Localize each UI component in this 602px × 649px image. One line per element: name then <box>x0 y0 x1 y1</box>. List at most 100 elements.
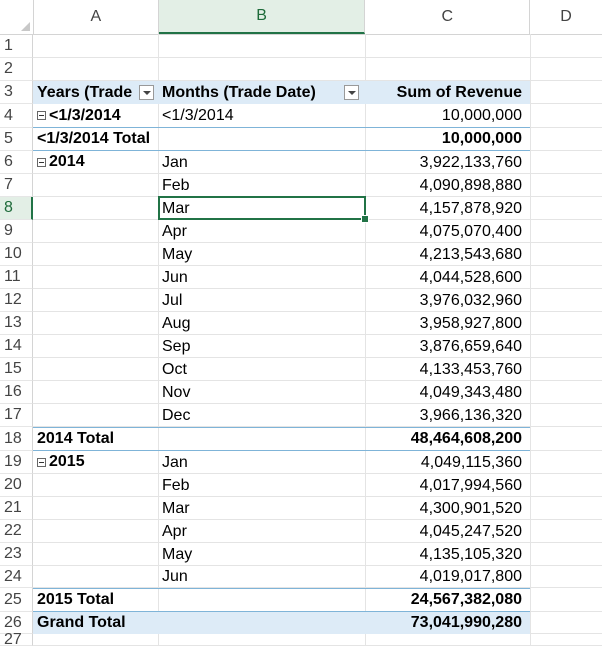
gridline <box>33 311 602 312</box>
grand-total-label[interactable]: Grand Total <box>37 614 126 631</box>
pivot-value-cell[interactable]: 3,958,927,800 <box>419 314 522 332</box>
pivot-month-cell[interactable]: Dec <box>162 406 191 424</box>
pivot-header-revenue[interactable]: Sum of Revenue <box>396 83 522 101</box>
filter-dropdown-icon <box>142 90 151 95</box>
column-header-c[interactable]: C <box>365 0 531 34</box>
pivot-value-cell[interactable]: 4,017,994,560 <box>419 476 522 494</box>
row-header-11[interactable]: 11 <box>0 266 33 289</box>
pivot-subtotal-value[interactable]: 48,464,608,200 <box>410 429 522 447</box>
pivot-subtotal-label[interactable]: 2015 Total <box>37 590 115 608</box>
collapse-minus-icon[interactable] <box>37 157 46 167</box>
pivot-month-cell[interactable]: Jun <box>162 568 188 585</box>
months-filter-button[interactable] <box>344 85 359 100</box>
pivot-month-cell[interactable]: Jun <box>162 268 188 286</box>
gridline <box>33 265 602 266</box>
pivot-value-cell[interactable]: 4,133,453,760 <box>419 360 522 378</box>
collapse-minus-icon[interactable] <box>37 457 46 467</box>
pivot-month-cell[interactable]: Jan <box>162 453 188 471</box>
pivot-month-cell[interactable]: Apr <box>162 222 187 240</box>
pivot-month-cell[interactable]: <1/3/2014 <box>162 106 234 124</box>
pivot-month-cell[interactable]: Apr <box>162 522 187 540</box>
column-header-d[interactable]: D <box>560 8 572 25</box>
pivot-value-cell[interactable]: 4,075,070,400 <box>419 222 522 240</box>
row-header-13[interactable]: 13 <box>0 312 33 335</box>
pivot-subtotal-value[interactable]: 10,000,000 <box>441 130 522 147</box>
pivot-subtotal-label[interactable]: 2014 Total <box>37 429 115 447</box>
column-header-b[interactable]: B <box>158 0 366 34</box>
pivot-value-cell[interactable]: 4,049,343,480 <box>419 383 522 401</box>
pivot-month-cell[interactable]: May <box>162 545 193 563</box>
pivot-subtotal-border <box>33 611 530 612</box>
row-header-27[interactable]: 27 <box>0 631 33 648</box>
collapse-minus-icon[interactable] <box>37 111 46 120</box>
row-header-5[interactable]: 5 <box>0 128 33 151</box>
pivot-value-cell[interactable]: 3,966,136,320 <box>419 406 522 424</box>
pivot-subtotal-value[interactable]: 24,567,382,080 <box>410 590 522 608</box>
row-header-12[interactable]: 12 <box>0 289 33 312</box>
column-header-bar: A B C D <box>0 0 602 35</box>
grand-total-value[interactable]: 73,041,990,280 <box>410 614 522 631</box>
pivot-header-months[interactable]: Months (Trade Date) <box>162 83 316 101</box>
row-header-23[interactable]: 23 <box>0 543 33 566</box>
pivot-subtotal-label[interactable]: <1/3/2014 Total <box>37 130 151 147</box>
pivot-year-cell[interactable]: 2014 <box>33 151 158 173</box>
pivot-value-cell[interactable]: 4,213,543,680 <box>419 245 522 263</box>
pivot-month-cell[interactable]: Feb <box>162 476 190 494</box>
row-header-18[interactable]: 18 <box>0 427 33 451</box>
row-header-3[interactable]: 3 <box>0 81 33 104</box>
row-header-19[interactable]: 19 <box>0 451 33 474</box>
pivot-value-cell[interactable]: 4,090,898,880 <box>419 176 522 194</box>
pivot-header-years[interactable]: Years (Trade <box>37 83 133 101</box>
row-header-2[interactable]: 2 <box>0 58 33 81</box>
pivot-value-cell[interactable]: 4,135,105,320 <box>419 545 522 563</box>
pivot-value-cell[interactable]: 3,922,133,760 <box>419 153 522 171</box>
pivot-year-cell[interactable]: 2015 <box>33 451 158 473</box>
pivot-month-cell[interactable]: Nov <box>162 383 191 401</box>
pivot-value-cell[interactable]: 4,300,901,520 <box>419 499 522 517</box>
pivot-month-cell[interactable]: Sep <box>162 337 191 355</box>
pivot-value-cell[interactable]: 4,044,528,600 <box>419 268 522 286</box>
row-header-17[interactable]: 17 <box>0 404 33 427</box>
row-header-26[interactable]: 26 <box>0 612 33 634</box>
pivot-month-cell[interactable]: Jan <box>162 153 188 171</box>
fill-handle[interactable] <box>361 215 369 223</box>
row-header-21[interactable]: 21 <box>0 497 33 520</box>
pivot-month-cell[interactable]: Mar <box>162 199 190 217</box>
gridline <box>33 426 602 427</box>
pivot-month-cell[interactable]: Aug <box>162 314 191 332</box>
years-filter-button[interactable] <box>139 85 154 100</box>
row-header-4[interactable]: 4 <box>0 104 33 128</box>
pivot-value-cell[interactable]: 4,049,115,360 <box>420 453 522 471</box>
pivot-year-cell[interactable]: <1/3/2014 <box>33 104 158 127</box>
pivot-month-cell[interactable]: Mar <box>162 499 190 517</box>
pivot-value-cell[interactable]: 4,019,017,800 <box>419 568 522 585</box>
row-header-7[interactable]: 7 <box>0 174 33 197</box>
row-header-10[interactable]: 10 <box>0 243 33 266</box>
pivot-value-cell[interactable]: 4,045,247,520 <box>419 522 522 540</box>
pivot-month-cell[interactable]: Jul <box>162 291 183 309</box>
row-header-14[interactable]: 14 <box>0 335 33 358</box>
column-header-a[interactable]: A <box>34 0 159 34</box>
pivot-month-cell[interactable]: Oct <box>162 360 187 378</box>
pivot-value-cell[interactable]: 3,876,659,640 <box>419 337 522 355</box>
select-all-corner[interactable] <box>0 0 34 34</box>
row-header-22[interactable]: 22 <box>0 520 33 543</box>
pivot-value-cell[interactable]: 10,000,000 <box>441 106 522 124</box>
row-header-20[interactable]: 20 <box>0 474 33 497</box>
row-header-24[interactable]: 24 <box>0 566 33 588</box>
pivot-month-cell[interactable]: May <box>162 245 193 263</box>
row-header-15[interactable]: 15 <box>0 358 33 381</box>
pivot-month-cell[interactable]: Feb <box>162 176 190 194</box>
row-header-1[interactable]: 1 <box>0 34 33 58</box>
gridline <box>33 403 602 404</box>
row-header-9[interactable]: 9 <box>0 220 33 243</box>
row-header-6[interactable]: 6 <box>0 151 33 174</box>
row-header-25[interactable]: 25 <box>0 588 33 612</box>
active-cell-selection[interactable] <box>158 196 366 220</box>
pivot-value-cell[interactable]: 4,157,878,920 <box>419 199 522 217</box>
pivot-subtotal-border <box>33 450 530 451</box>
pivot-value-cell[interactable]: 3,976,032,960 <box>419 291 522 309</box>
row-header-8[interactable]: 8 <box>0 197 33 220</box>
row-header-16[interactable]: 16 <box>0 381 33 404</box>
